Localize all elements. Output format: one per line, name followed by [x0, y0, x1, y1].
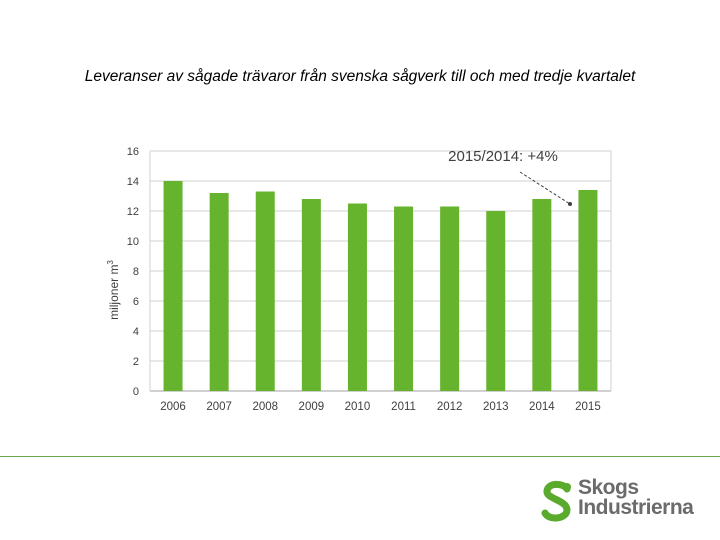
bar-2013 [486, 211, 506, 391]
y-tick-label: 8 [133, 266, 139, 278]
y-tick-label: 14 [127, 176, 139, 188]
footer-divider [0, 456, 720, 457]
bars [163, 181, 598, 391]
bar-2009 [301, 199, 321, 391]
bar-2007 [209, 193, 229, 391]
annotation-label: 2015/2014: +4% [448, 148, 558, 165]
x-tick-label: 2006 [160, 401, 186, 413]
y-tick-label: 0 [133, 386, 139, 398]
x-tick-label: 2015 [575, 401, 601, 413]
logo-line1: Skogs [578, 476, 639, 499]
x-tick-label: 2012 [437, 401, 463, 413]
y-tick-label: 4 [133, 326, 139, 338]
slide-title: Leveranser av sågade trävaror från svens… [84, 68, 636, 85]
y-axis-label-text: miljoner m [107, 265, 121, 320]
y-tick-label: 12 [127, 206, 139, 218]
x-tick-label: 2010 [345, 401, 371, 413]
x-tick-label: 2014 [529, 401, 555, 413]
bar-2015 [578, 190, 598, 391]
bar-2008 [255, 191, 275, 391]
y-tick-labels: 0 2 4 6 8 10 12 14 16 [127, 146, 139, 398]
y-tick-label: 10 [127, 236, 139, 248]
x-tick-label: 2008 [252, 401, 278, 413]
x-tick-labels: 2006 2007 2008 2009 2010 2011 2012 2013 2014 2015 [160, 401, 600, 413]
bar-2011 [394, 206, 414, 391]
skogsindustrierna-logo: Skogs Industrierna [540, 476, 700, 526]
logo-s-mark-icon [541, 480, 571, 522]
y-tick-label: 2 [133, 356, 139, 368]
y-axis-label: miljoner m3 [106, 260, 121, 320]
annotation-arrow-tip [568, 202, 572, 206]
logo-line2: Industrierna [578, 496, 694, 519]
logo-wordmark: Skogs Industrierna [578, 476, 694, 519]
bar-2012 [440, 206, 460, 391]
y-axis-label-superscript: 3 [106, 260, 115, 265]
bar-2014 [532, 199, 552, 391]
y-tick-label: 6 [133, 296, 139, 308]
bar-2010 [347, 203, 367, 391]
x-tick-label: 2011 [391, 401, 416, 413]
x-tick-label: 2009 [299, 401, 325, 413]
y-tick-label: 16 [127, 146, 139, 158]
x-tick-label: 2007 [206, 401, 232, 413]
bar-2006 [163, 181, 183, 391]
x-tick-label: 2013 [483, 401, 509, 413]
